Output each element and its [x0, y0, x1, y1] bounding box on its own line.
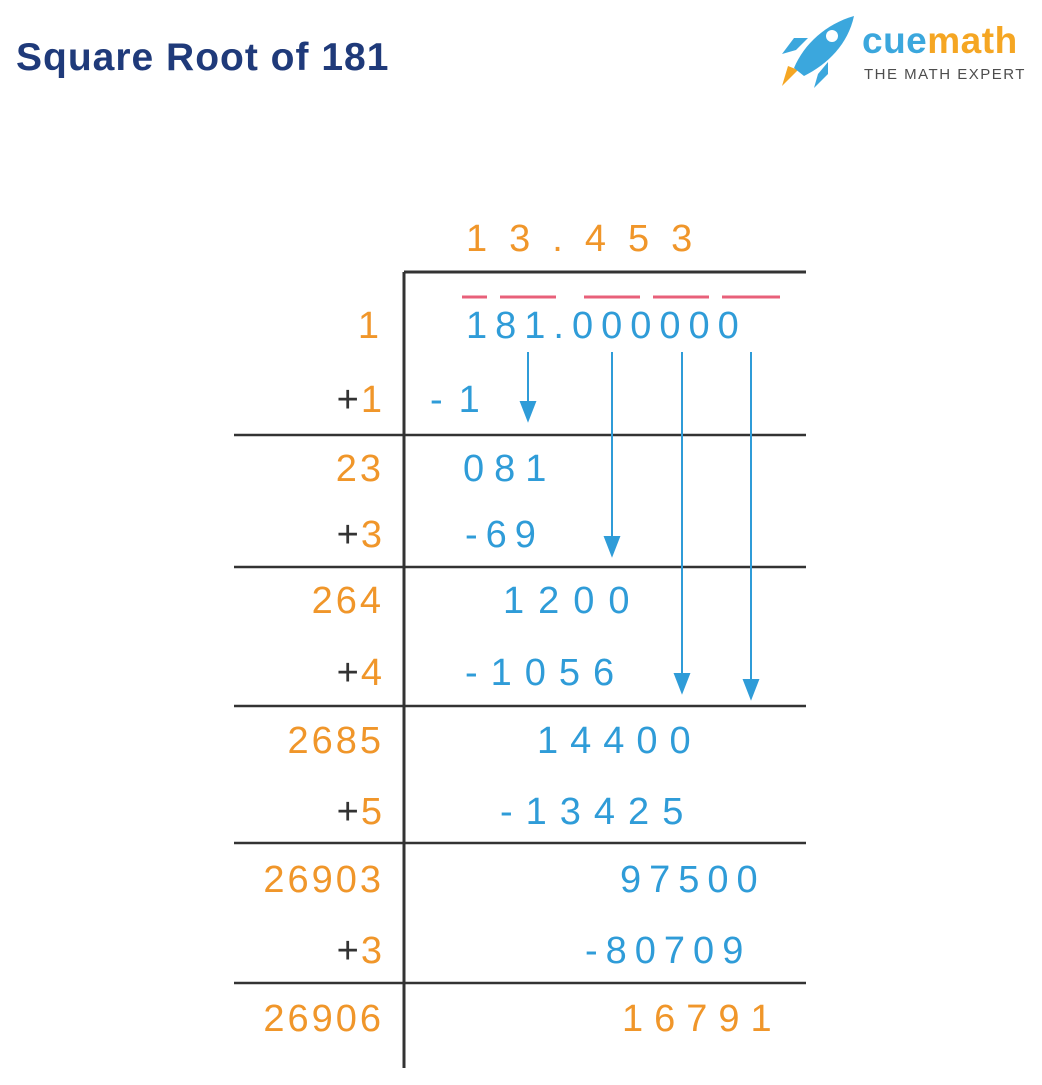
remainder-3: 14400 [537, 720, 703, 762]
added-digit-5: +3 [337, 932, 384, 970]
brand-name-math: math [927, 20, 1018, 61]
remainder-2: 1200 [503, 580, 644, 622]
added-digit-value: 4 [360, 652, 384, 694]
plus-sign: + [336, 791, 361, 833]
subtract-5: -80709 [585, 930, 752, 972]
page-title: Square Root of 181 [16, 36, 390, 79]
brand-name-cue: cue [862, 20, 928, 61]
added-digit-value: 1 [360, 379, 384, 421]
added-digit-value: 5 [360, 791, 384, 833]
rocket-icon [782, 16, 854, 88]
dividend: 181.000000 [466, 305, 747, 347]
remainder-1: 081 [463, 448, 557, 490]
added-digit-2: +3 [337, 516, 384, 554]
final-remainder: 16791 [622, 998, 783, 1040]
subtract-1: -1 [430, 379, 496, 421]
plus-sign: + [336, 652, 361, 694]
added-digit-1: +1 [337, 381, 384, 419]
divisor-1: 1 [357, 305, 382, 347]
bring-down-arrowhead-3 [673, 673, 691, 695]
bring-down-arrowhead-4 [742, 679, 760, 701]
divisor-4: 2685 [287, 720, 384, 762]
added-digit-value: 3 [360, 514, 384, 556]
divisor-3: 264 [311, 580, 384, 622]
added-digit-3: +4 [337, 654, 384, 692]
plus-sign: + [336, 379, 361, 421]
remainder-4: 97500 [620, 859, 766, 901]
brand-name: cuemath [862, 20, 1018, 62]
cuemath-logo: cuemath THE MATH EXPERT [774, 14, 1034, 88]
plus-sign: + [336, 930, 361, 972]
added-digit-4: +5 [337, 793, 384, 831]
divisor-2: 23 [335, 448, 384, 490]
divisor-6: 26906 [263, 998, 384, 1040]
bring-down-arrowhead-1 [519, 401, 537, 423]
subtract-3: -1056 [465, 652, 628, 694]
added-digit-value: 3 [360, 930, 384, 972]
subtract-4: -13425 [500, 791, 697, 833]
quotient: 13.453 [466, 218, 715, 260]
plus-sign: + [336, 514, 361, 556]
brand-tagline: THE MATH EXPERT [864, 66, 1026, 83]
bring-down-arrowhead-2 [603, 536, 621, 558]
divisor-5: 26903 [263, 859, 384, 901]
subtract-2: -69 [465, 514, 544, 556]
